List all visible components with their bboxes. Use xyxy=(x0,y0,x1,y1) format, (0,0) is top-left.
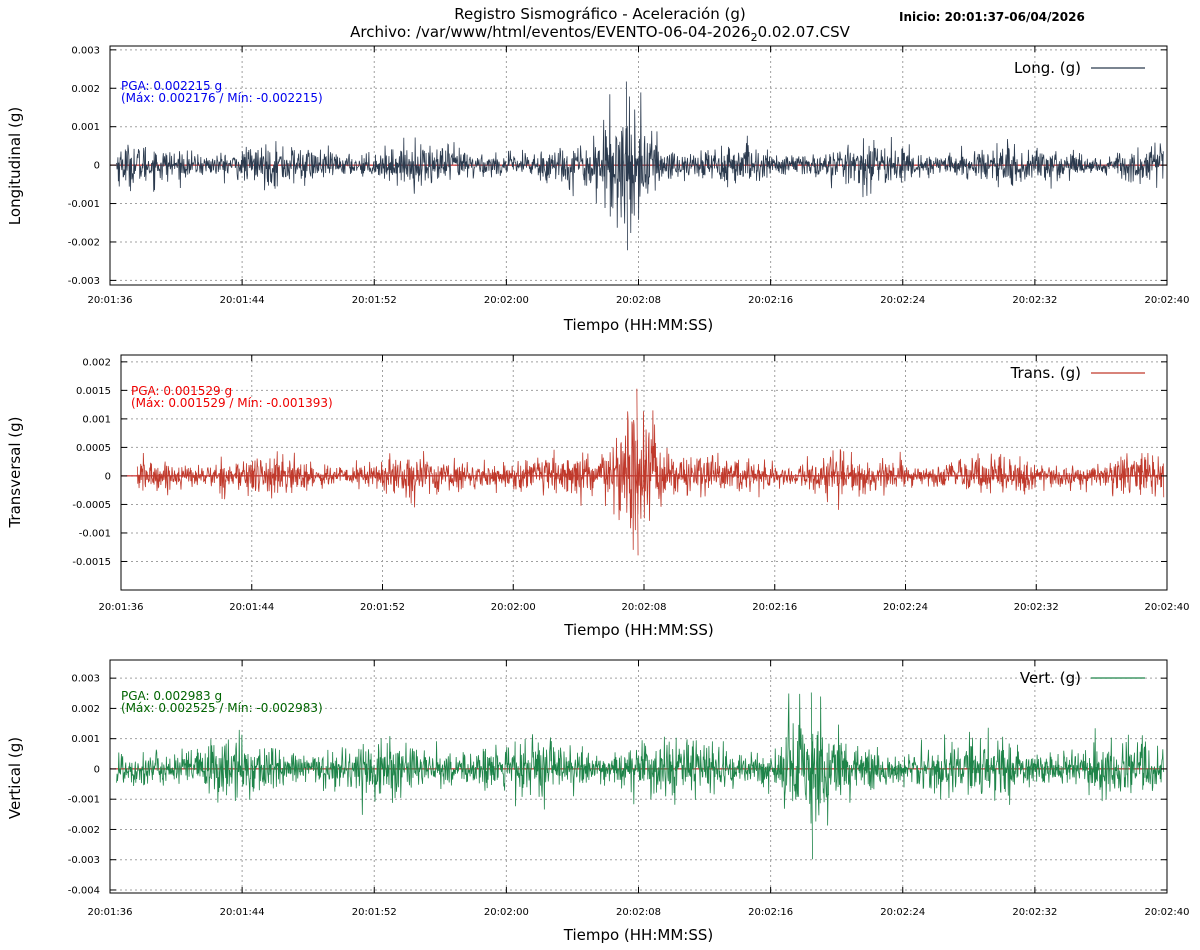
y-tick-label: -0.0015 xyxy=(72,557,111,568)
y-tick-label: 0.002 xyxy=(71,84,100,95)
y-tick-label: 0.003 xyxy=(71,674,100,685)
legend-label: Trans. (g) xyxy=(1010,364,1081,382)
chart-1: 20:01:36 20:01:44 20:01:52 20:02:00 20:02:08… xyxy=(6,45,1189,334)
y-tick-label: 0.0005 xyxy=(76,443,111,454)
y-tick-label: 0.002 xyxy=(82,357,111,368)
y-tick-label: -0.003 xyxy=(68,276,100,287)
x-tick-label: 20:02:32 xyxy=(1012,295,1057,306)
x-tick-label: 20:01:36 xyxy=(99,602,144,613)
y-axis-label: Longitudinal (g) xyxy=(6,107,24,225)
y-tick-label: -0.003 xyxy=(68,855,100,866)
signal-trace xyxy=(116,81,1164,251)
pga-label: PGA: 0.002215 g xyxy=(121,79,222,93)
x-tick-label: 20:01:52 xyxy=(352,295,397,306)
x-tick-label: 20:02:32 xyxy=(1014,602,1059,613)
y-tick-label: 0.003 xyxy=(71,45,100,56)
start-time-label: Inicio: 20:01:37-06/04/2026 xyxy=(899,10,1085,24)
y-tick-label: -0.004 xyxy=(68,885,100,896)
y-tick-label: 0.001 xyxy=(71,734,100,745)
x-tick-label: 20:02:40 xyxy=(1145,295,1190,306)
x-tick-label: 20:01:36 xyxy=(88,295,133,306)
x-tick-label: 20:02:24 xyxy=(883,602,928,613)
x-tick-label: 20:02:00 xyxy=(484,907,529,918)
x-tick-label: 20:02:24 xyxy=(880,295,925,306)
y-tick-label: 0 xyxy=(94,764,100,775)
x-tick-label: 20:02:00 xyxy=(484,295,529,306)
y-tick-label: -0.0005 xyxy=(72,500,111,511)
y-tick-label: -0.001 xyxy=(68,795,100,806)
x-tick-label: 20:01:52 xyxy=(352,907,397,918)
x-tick-label: 20:01:44 xyxy=(229,602,274,613)
x-tick-label: 20:02:16 xyxy=(752,602,797,613)
x-tick-label: 20:02:08 xyxy=(622,602,667,613)
y-tick-label: 0.002 xyxy=(71,704,100,715)
x-tick-label: 20:02:16 xyxy=(748,295,793,306)
x-axis-label: Tiempo (HH:MM:SS) xyxy=(563,926,713,944)
max-min-label: (Máx: 0.001529 / Mín: -0.001393) xyxy=(131,396,333,410)
y-tick-label: 0 xyxy=(105,471,111,482)
x-tick-label: 20:01:44 xyxy=(220,295,265,306)
signal-trace xyxy=(116,692,1165,860)
y-tick-label: -0.001 xyxy=(68,199,100,210)
y-tick-label: -0.002 xyxy=(68,825,100,836)
max-min-label: (Máx: 0.002525 / Mín: -0.002983) xyxy=(121,701,323,715)
x-tick-label: 20:01:52 xyxy=(360,602,405,613)
x-axis-label: Tiempo (HH:MM:SS) xyxy=(563,316,713,334)
y-tick-label: 0.001 xyxy=(82,414,111,425)
x-tick-label: 20:02:08 xyxy=(616,295,661,306)
y-tick-label: -0.002 xyxy=(68,237,100,248)
pga-label: PGA: 0.001529 g xyxy=(131,384,232,398)
chart-3: 20:01:36 20:01:44 20:01:52 20:02:00 20:02:08… xyxy=(6,659,1190,944)
signal-trace xyxy=(136,388,1165,556)
x-tick-label: 20:02:24 xyxy=(880,907,925,918)
x-tick-label: 20:01:44 xyxy=(220,907,265,918)
x-tick-label: 20:02:00 xyxy=(491,602,536,613)
x-tick-label: 20:02:40 xyxy=(1145,602,1190,613)
max-min-label: (Máx: 0.002176 / Mín: -0.002215) xyxy=(121,91,323,105)
subtitle-suffix: 0.02.07.CSV xyxy=(757,23,850,41)
y-tick-label: 0.0015 xyxy=(76,386,111,397)
chart-2: 20:01:36 20:01:44 20:01:52 20:02:00 20:02:08… xyxy=(6,354,1190,639)
subtitle-prefix: Archivo: /var/www/html/eventos/EVENTO-06… xyxy=(350,23,751,41)
legend-label: Long. (g) xyxy=(1014,59,1081,77)
x-tick-label: 20:02:32 xyxy=(1012,907,1057,918)
page-title: Registro Sismográfico - Aceleración (g) xyxy=(454,5,746,23)
subtitle-subscript: 2 xyxy=(750,31,758,44)
pga-label: PGA: 0.002983 g xyxy=(121,689,222,703)
page-subtitle: Archivo: /var/www/html/eventos/EVENTO-06… xyxy=(0,23,1200,47)
legend-label: Vert. (g) xyxy=(1020,669,1081,687)
x-tick-label: 20:02:40 xyxy=(1145,907,1190,918)
y-tick-label: 0 xyxy=(94,161,100,172)
y-tick-label: -0.001 xyxy=(79,528,111,539)
y-axis-label: Transversal (g) xyxy=(6,416,24,528)
y-tick-label: 0.001 xyxy=(71,122,100,133)
x-axis-label: Tiempo (HH:MM:SS) xyxy=(563,621,713,639)
x-tick-label: 20:01:36 xyxy=(88,907,133,918)
y-axis-label: Vertical (g) xyxy=(6,737,24,819)
x-tick-label: 20:02:16 xyxy=(748,907,793,918)
x-tick-label: 20:02:08 xyxy=(616,907,661,918)
